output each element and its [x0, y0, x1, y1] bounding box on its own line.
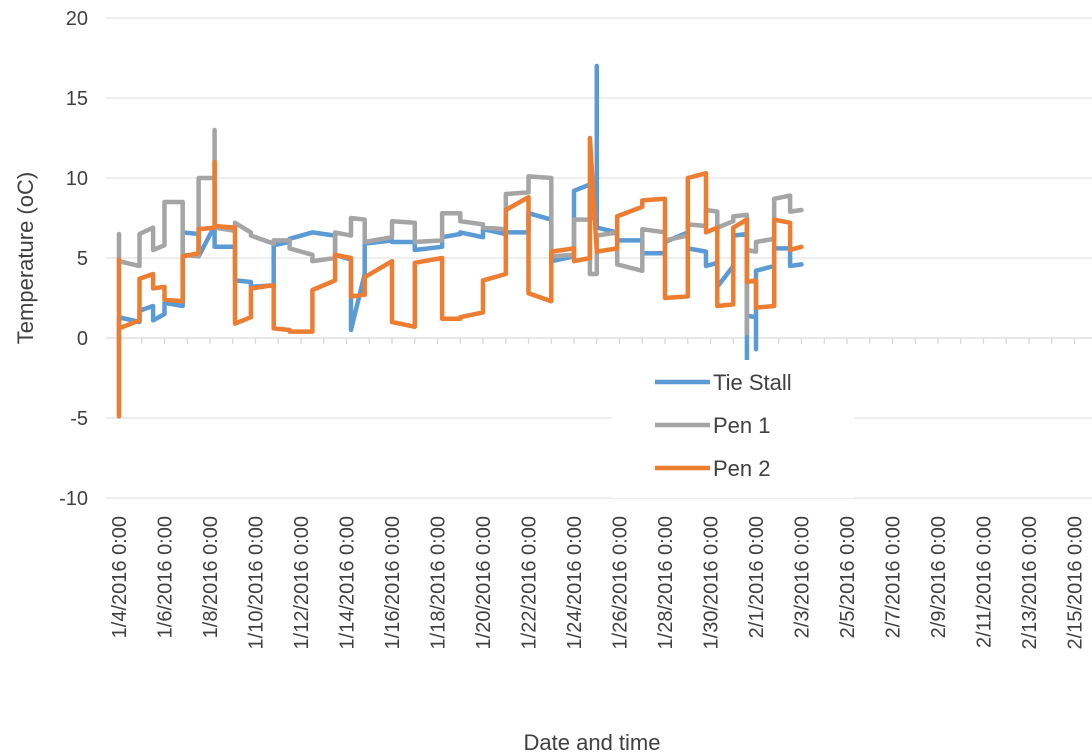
- x-axis-title: Date and time: [524, 730, 661, 755]
- y-tick-label: 5: [77, 248, 88, 270]
- x-tick-label: 2/7/2016 0:00: [883, 516, 905, 638]
- x-tick-label: 1/10/2016 0:00: [246, 516, 268, 649]
- x-tick-label: 2/11/2016 0:00: [974, 516, 996, 648]
- x-tick-label: 1/12/2016 0:00: [291, 516, 313, 649]
- y-tick-label: 20: [66, 8, 88, 30]
- legend-background: [612, 360, 854, 498]
- y-tick-label: -5: [70, 408, 88, 430]
- x-tick-label: 1/4/2016 0:00: [109, 516, 131, 638]
- x-tick-label: 1/8/2016 0:00: [200, 516, 222, 638]
- series-lines: [116, 63, 804, 419]
- y-tick-label: 10: [66, 168, 88, 190]
- x-tick-label: 1/18/2016 0:00: [428, 516, 450, 649]
- y-axis-title: Temperature (oC): [13, 172, 38, 344]
- x-tick-label: 1/26/2016 0:00: [610, 516, 632, 649]
- x-tick-label: 1/20/2016 0:00: [473, 516, 495, 649]
- series-line-pen-1: [116, 127, 804, 336]
- legend: Tie Stall Pen 1 Pen 2: [612, 360, 854, 498]
- x-tick-label: 1/6/2016 0:00: [155, 516, 177, 638]
- x-tick-label: 2/15/2016 0:00: [1065, 516, 1087, 649]
- x-tick-label: 2/3/2016 0:00: [792, 516, 814, 638]
- legend-label: Pen 1: [713, 413, 771, 438]
- x-tick-label: 2/13/2016 0:00: [1019, 516, 1041, 649]
- x-tick-label: 1/24/2016 0:00: [564, 516, 586, 649]
- x-tick-label: 1/28/2016 0:00: [655, 516, 677, 649]
- y-tick-label: 15: [66, 88, 88, 110]
- y-tick-label: 0: [77, 328, 88, 350]
- x-tick-label: 1/14/2016 0:00: [337, 516, 359, 649]
- x-tick-label: 2/5/2016 0:00: [837, 516, 859, 638]
- y-tick-label: -10: [59, 488, 88, 510]
- x-tick-label: 2/1/2016 0:00: [746, 516, 768, 638]
- y-axis-tick-labels: -10 -5 0 5 10 15 20: [59, 8, 88, 510]
- legend-label: Tie Stall: [713, 370, 792, 395]
- x-tick-label: 1/30/2016 0:00: [701, 516, 723, 649]
- x-tick-label: 1/22/2016 0:00: [519, 516, 541, 649]
- x-axis-tick-labels: 1/4/2016 0:00 1/6/2016 0:00 1/8/2016 0:00 1…: [109, 516, 1087, 649]
- legend-label: Pen 2: [713, 456, 771, 481]
- x-tick-label: 2/9/2016 0:00: [928, 516, 950, 638]
- series-line-pen-2: [116, 135, 804, 419]
- x-tick-label: 1/16/2016 0:00: [382, 516, 404, 649]
